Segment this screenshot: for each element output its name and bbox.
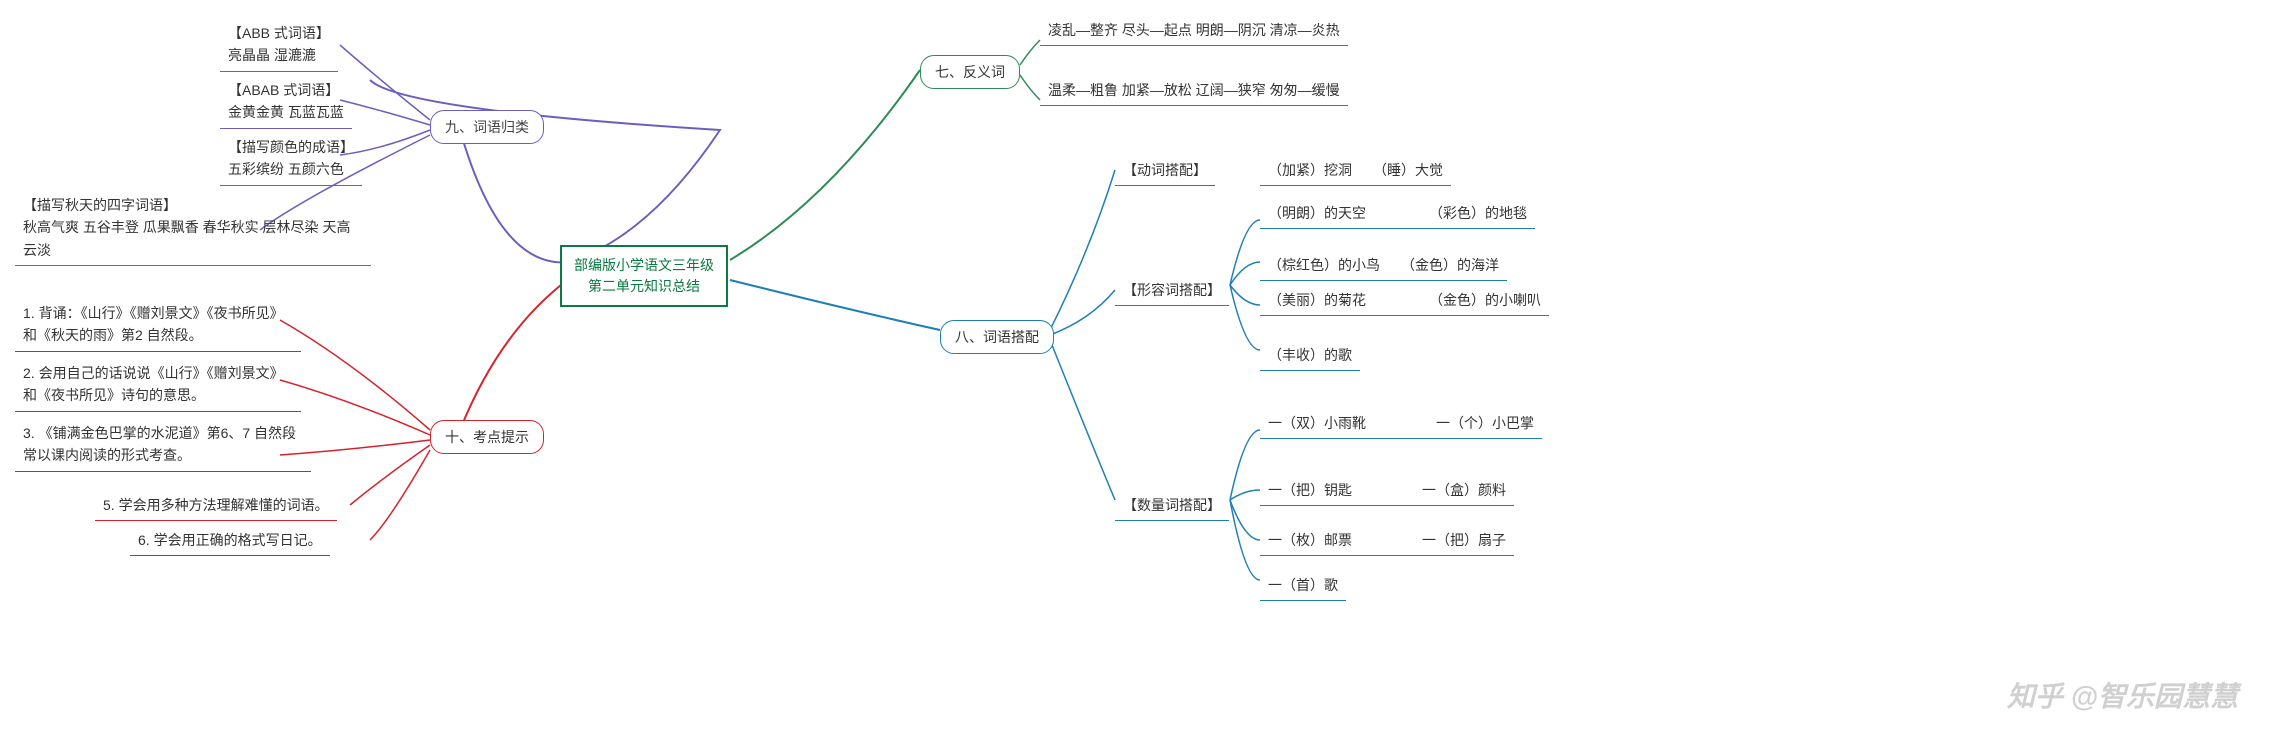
leaf-9-4: 【描写秋天的四字词语】秋高气爽 五谷丰登 瓜果飘香 春华秋实 层林尽染 天高云淡	[15, 190, 371, 266]
branch-8[interactable]: 八、词语搭配	[940, 320, 1054, 354]
leaf-9-3: 【描写颜色的成语】五彩缤纷 五颜六色	[220, 132, 362, 186]
leaf-9-4-title: 【描写秋天的四字词语】	[23, 197, 177, 213]
leaf-10-2: 2. 会用自己的话说说《山行》《赠刘景文》和《夜书所见》诗句的意思。	[15, 358, 301, 412]
leaf-7-2: 温柔—粗鲁 加紧—放松 辽阔—狭窄 匆匆—缓慢	[1040, 75, 1348, 106]
leaf-8-meas-2: 一（把）钥匙 一（盒）颜料	[1260, 475, 1514, 506]
leaf-9-3-title: 【描写颜色的成语】	[228, 139, 354, 155]
branch-7[interactable]: 七、反义词	[920, 55, 1020, 89]
watermark: 知乎 @智乐园慧慧	[2007, 675, 2238, 715]
leaf-10-1: 1. 背诵：《山行》《赠刘景文》《夜书所见》和《秋天的雨》第2 自然段。	[15, 298, 301, 352]
leaf-7-1: 凌乱—整齐 尽头—起点 明朗—阴沉 清凉—炎热	[1040, 15, 1348, 46]
leaf-8-adj-1: （明朗）的天空 （彩色）的地毯	[1260, 198, 1535, 229]
leaf-10-3: 3. 《铺满金色巴掌的水泥道》第6、7 自然段常以课内阅读的形式考查。	[15, 418, 311, 472]
leaf-9-2-title: 【ABAB 式词语】	[228, 82, 339, 98]
leaf-10-4: 5. 学会用多种方法理解难懂的词语。	[95, 490, 337, 521]
leaf-8-adj-2: （棕红色）的小鸟 （金色）的海洋	[1260, 250, 1507, 281]
leaf-9-3-content: 五彩缤纷 五颜六色	[228, 161, 344, 177]
sub-8-meas: 【数量词搭配】	[1115, 490, 1229, 521]
leaf-10-5: 6. 学会用正确的格式写日记。	[130, 525, 330, 556]
sub-8-adj: 【形容词搭配】	[1115, 275, 1229, 306]
leaf-9-1-title: 【ABB 式词语】	[228, 25, 330, 41]
leaf-8-adj-3: （美丽）的菊花 （金色）的小喇叭	[1260, 285, 1549, 316]
leaf-8-meas-1: 一（双）小雨靴 一（个）小巴掌	[1260, 408, 1542, 439]
center-node: 部编版小学语文三年级 第二单元知识总结	[560, 245, 728, 307]
mindmap-canvas: 部编版小学语文三年级 第二单元知识总结 九、词语归类 【ABB 式词语】亮晶晶 …	[0, 0, 2278, 755]
leaf-8-meas-3: 一（枚）邮票 一（把）扇子	[1260, 525, 1514, 556]
branch-10[interactable]: 十、考点提示	[430, 420, 544, 454]
leaf-9-2-content: 金黄金黄 瓦蓝瓦蓝	[228, 104, 344, 120]
leaf-8-verb-1: （加紧）挖洞 （睡）大觉	[1260, 155, 1451, 186]
leaf-8-adj-4: （丰收）的歌	[1260, 340, 1360, 371]
leaf-9-1: 【ABB 式词语】亮晶晶 湿漉漉	[220, 18, 338, 72]
leaf-9-4-content: 秋高气爽 五谷丰登 瓜果飘香 春华秋实 层林尽染 天高云淡	[23, 219, 350, 257]
leaf-9-1-content: 亮晶晶 湿漉漉	[228, 47, 316, 63]
leaf-9-2: 【ABAB 式词语】金黄金黄 瓦蓝瓦蓝	[220, 75, 352, 129]
branch-9[interactable]: 九、词语归类	[430, 110, 544, 144]
sub-8-verb: 【动词搭配】	[1115, 155, 1215, 186]
leaf-8-meas-4: 一（首）歌	[1260, 570, 1346, 601]
